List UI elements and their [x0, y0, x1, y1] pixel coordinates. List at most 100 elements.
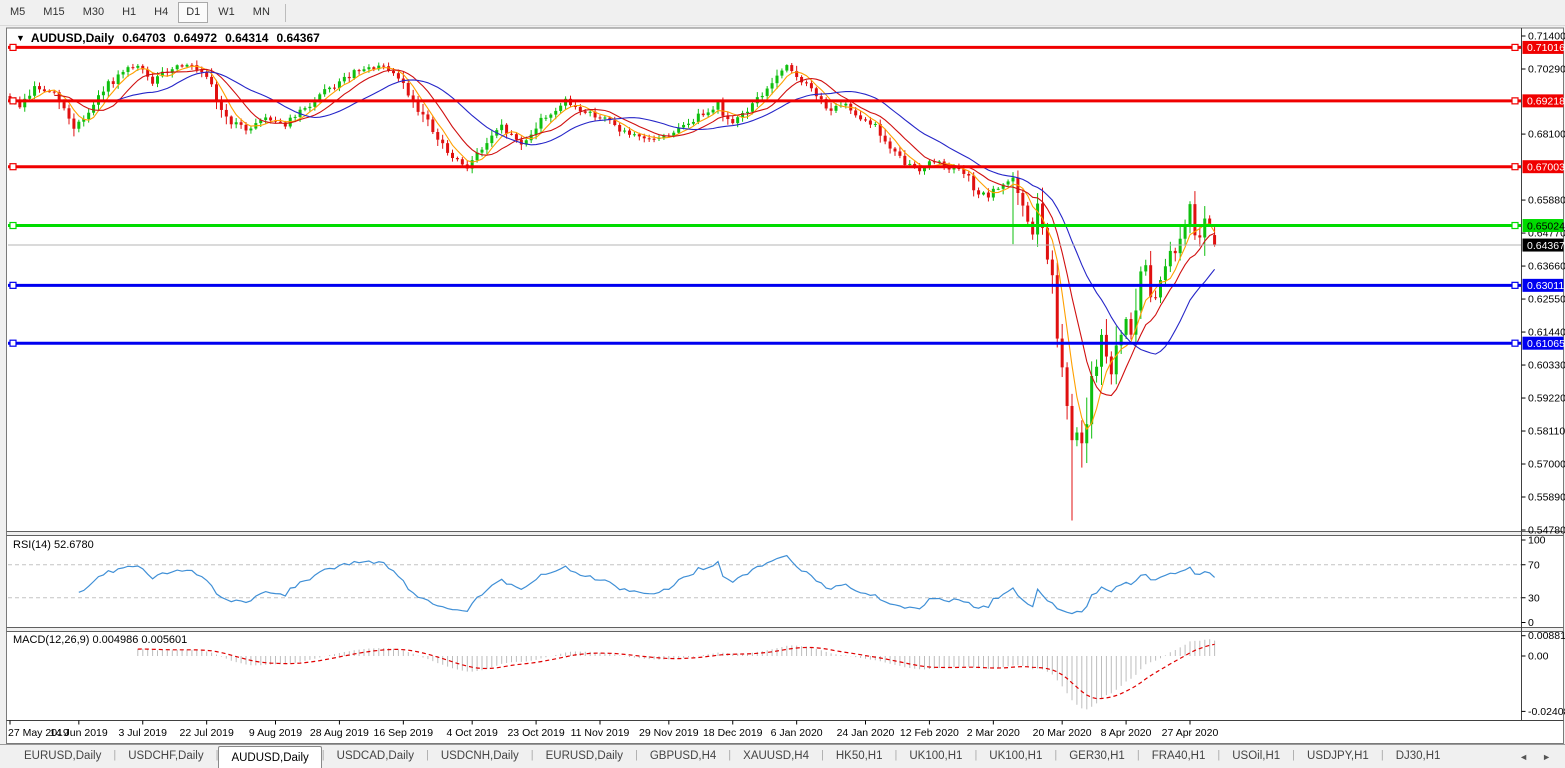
chart-tab-usdchf-daily[interactable]: USDCHF,Daily [128, 750, 204, 762]
line-anchor-handle [1511, 43, 1519, 52]
svg-text:30: 30 [1528, 592, 1540, 604]
chart-tab-dj30-h1[interactable]: DJ30,H1 [1395, 750, 1441, 762]
line-anchor-handle [1511, 163, 1519, 171]
line-anchor-handle [9, 163, 17, 171]
timeframe-button-m5[interactable]: M5 [10, 6, 26, 18]
date-axis-label: 20 Mar 2020 [1033, 727, 1092, 739]
ohlc-open: 0.64703 [122, 31, 166, 45]
chart-tab-xauusd-h4[interactable]: XAUUSD,H4 [743, 750, 809, 762]
line-anchor-handle [9, 43, 17, 52]
line-anchor-handle [9, 97, 17, 105]
current-price-badge [1522, 238, 1564, 252]
tab-separator: | [894, 749, 898, 761]
date-axis-label: 29 Nov 2019 [639, 727, 699, 739]
line-anchor-handle [9, 281, 17, 289]
ohlc-close: 0.64367 [276, 31, 320, 45]
chart-tab-usoil-h1[interactable]: USOil,H1 [1232, 750, 1281, 762]
svg-text:0.61065: 0.61065 [1527, 338, 1565, 350]
date-axis-label: 28 Aug 2019 [310, 727, 369, 739]
timeframe-button-m30[interactable]: M30 [82, 6, 105, 18]
chart-tab-usdjpy-h1[interactable]: USDJPY,H1 [1307, 750, 1369, 762]
chart-menu-caret-icon[interactable]: ▼ [16, 33, 25, 43]
chart-tab-eurusd-daily[interactable]: EURUSD,Daily [24, 750, 102, 762]
tab-separator: | [634, 749, 638, 761]
tab-separator: | [1136, 749, 1140, 761]
tab-separator: | [113, 749, 117, 761]
symbol-title: AUDUSD,Daily [30, 31, 115, 45]
tab-separator: | [1292, 749, 1296, 761]
line-anchor-handle [9, 221, 17, 230]
svg-text:0.58110: 0.58110 [1528, 426, 1565, 438]
date-axis-label: 9 Aug 2019 [249, 727, 302, 739]
date-axis-label: 18 Dec 2019 [703, 727, 763, 739]
ohlc-low: 0.64314 [225, 31, 269, 45]
svg-text:0.64367: 0.64367 [1527, 240, 1565, 252]
chart-tab-uk100-h1[interactable]: UK100,H1 [909, 750, 963, 762]
timeframe-button-mn[interactable]: MN [252, 6, 270, 18]
level-price-badge [1522, 219, 1564, 233]
svg-text:0.62550: 0.62550 [1528, 294, 1565, 306]
chart-title: ▼ AUDUSD,Daily 0.64703 0.64972 0.64314 0… [16, 31, 320, 45]
date-axis-label: 23 Oct 2019 [507, 727, 564, 739]
svg-text:0.70290: 0.70290 [1528, 63, 1565, 75]
svg-text:0.60330: 0.60330 [1528, 360, 1565, 372]
chart-tab-gbpusd-h4[interactable]: GBPUSD,H4 [649, 750, 717, 762]
timeframe-button-h4[interactable]: H4 [154, 6, 169, 18]
chart-tab-audusd-daily[interactable]: AUDUSD,Daily [218, 746, 322, 768]
level-price-badge [1522, 40, 1564, 54]
line-anchor-handle [1511, 339, 1519, 347]
tab-separator: | [530, 749, 534, 761]
rsi-indicator-label: RSI(14) 52.6780 [13, 539, 94, 551]
toolbar-separator [284, 3, 286, 22]
tabs-scroll-left-icon[interactable]: ◄ [1519, 751, 1529, 762]
date-axis-label: 4 Oct 2019 [446, 727, 498, 739]
chart-canvas[interactable]: 0.714000.702900.681000.658800.647700.636… [0, 26, 1565, 744]
svg-text:-0.024082: -0.024082 [1528, 706, 1565, 718]
tab-separator: | [974, 749, 978, 761]
level-price-badge [1522, 336, 1564, 350]
tab-separator: | [321, 749, 325, 761]
svg-text:0.63011: 0.63011 [1527, 280, 1564, 292]
timeframe-button-h1[interactable]: H1 [122, 6, 137, 18]
chart-window: 0.71400 0.70290 0.68100 0.65880 0.64770 0.636… [0, 26, 1565, 744]
chart-tab-eurusd-daily[interactable]: EURUSD,Daily [545, 750, 623, 762]
tabs-scroll-right-icon[interactable]: ► [1542, 751, 1551, 762]
chart-tab-usdcad-daily[interactable]: USDCAD,Daily [336, 750, 414, 762]
tab-separator: | [1217, 749, 1221, 761]
timeframe-button-m15[interactable]: M15 [43, 6, 65, 18]
date-axis-label: 14 Jun 2019 [50, 727, 108, 739]
chart-tabbar: EURUSD,Daily | USDCHF,Daily | AUDUSD,Daily | U… [0, 744, 1565, 768]
svg-text:0.71016: 0.71016 [1527, 42, 1565, 54]
date-axis-label: 3 Jul 2019 [119, 727, 168, 739]
svg-text:0.008815: 0.008815 [1528, 630, 1565, 642]
chart-tab-uk100-h1[interactable]: UK100,H1 [989, 750, 1043, 762]
chart-tab-hk50-h1[interactable]: HK50,H1 [835, 750, 883, 762]
svg-text:0.61440: 0.61440 [1528, 327, 1565, 339]
svg-text:0.55890: 0.55890 [1528, 492, 1565, 504]
line-anchor-handle [9, 339, 17, 347]
macd-signal-line [137, 643, 1215, 700]
date-axis-label: 8 Apr 2020 [1101, 727, 1152, 739]
date-axis-label: 11 Nov 2019 [571, 727, 630, 739]
macd-indicator-label: MACD(12,26,9) 0.004986 0.005601 [13, 634, 188, 646]
tab-separator: | [215, 749, 219, 761]
svg-text:0.57000: 0.57000 [1528, 459, 1565, 471]
line-anchor-handle [1511, 281, 1519, 289]
date-axis-label: 22 Jul 2019 [180, 727, 234, 739]
chart-tab-usdcnh-daily[interactable]: USDCNH,Daily [440, 750, 519, 762]
date-axis-label: 27 Apr 2020 [1162, 727, 1219, 739]
timeframe-toolbar: M5 M15 M30 H1 H4 D1 W1 MN [0, 0, 1565, 26]
svg-text:0.63660: 0.63660 [1528, 261, 1565, 273]
chart-tab-fra40-h1[interactable]: FRA40,H1 [1151, 750, 1206, 762]
timeframe-button-w1[interactable]: W1 [218, 6, 235, 18]
timeframe-button-d1[interactable]: D1 [178, 2, 209, 23]
svg-text:0.54780: 0.54780 [1528, 525, 1565, 537]
rsi-line [78, 554, 1216, 615]
svg-text:0.69218: 0.69218 [1527, 96, 1565, 108]
svg-text:0.65024: 0.65024 [1527, 220, 1565, 232]
chart-tab-ger30-h1[interactable]: GER30,H1 [1069, 750, 1125, 762]
svg-text:100: 100 [1528, 535, 1546, 547]
svg-text:0.68100: 0.68100 [1528, 129, 1565, 141]
svg-text:0: 0 [1528, 617, 1534, 629]
level-price-badge [1522, 278, 1564, 292]
